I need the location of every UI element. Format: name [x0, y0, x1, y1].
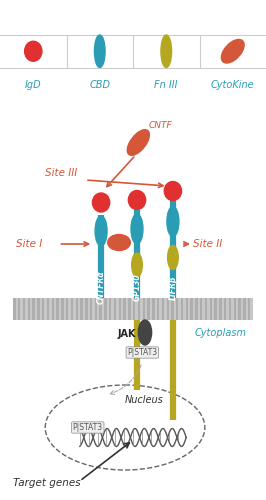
Bar	[162, 298, 164, 320]
Ellipse shape	[132, 253, 142, 277]
Bar	[52, 298, 54, 320]
Bar	[85, 298, 88, 320]
Bar	[219, 298, 222, 320]
Bar	[28, 298, 30, 320]
Text: Cytoplasm: Cytoplasm	[194, 328, 246, 338]
Bar	[224, 298, 226, 320]
Bar	[214, 298, 217, 320]
Bar	[195, 298, 198, 320]
Bar	[171, 298, 174, 320]
Text: Nucleus: Nucleus	[124, 395, 163, 405]
Text: Site II: Site II	[193, 239, 222, 249]
Bar	[119, 298, 121, 320]
Text: Target genes: Target genes	[13, 478, 81, 488]
Bar	[157, 298, 159, 320]
Text: CBD: CBD	[89, 80, 110, 90]
Bar	[186, 298, 188, 320]
Bar	[133, 298, 135, 320]
Bar	[23, 298, 25, 320]
Text: JAK: JAK	[118, 329, 136, 339]
Ellipse shape	[131, 214, 143, 244]
Ellipse shape	[93, 193, 110, 212]
Bar	[32, 298, 35, 320]
Bar	[190, 298, 193, 320]
Bar	[99, 298, 102, 320]
Ellipse shape	[164, 182, 181, 201]
Text: IgD: IgD	[25, 80, 41, 90]
Ellipse shape	[127, 130, 149, 156]
Bar	[61, 298, 64, 320]
Text: P|STAT3: P|STAT3	[73, 423, 103, 432]
Bar	[109, 298, 111, 320]
Bar	[76, 298, 78, 320]
Text: P|STAT3: P|STAT3	[127, 348, 157, 357]
Bar	[147, 298, 150, 320]
Bar	[104, 298, 107, 320]
Bar	[90, 298, 92, 320]
Bar	[13, 298, 253, 320]
Bar	[95, 298, 97, 320]
Bar	[248, 298, 250, 320]
Bar	[13, 298, 16, 320]
Bar	[80, 298, 83, 320]
Bar	[123, 298, 126, 320]
Bar	[37, 298, 40, 320]
Ellipse shape	[167, 206, 179, 236]
Text: Site I: Site I	[16, 239, 42, 249]
Text: CytoKine: CytoKine	[211, 80, 255, 90]
Ellipse shape	[161, 35, 172, 68]
Bar	[176, 298, 178, 320]
Ellipse shape	[221, 40, 244, 63]
Ellipse shape	[128, 190, 146, 210]
Bar	[138, 298, 140, 320]
Ellipse shape	[94, 35, 105, 68]
Circle shape	[138, 320, 152, 345]
Bar	[167, 298, 169, 320]
Bar	[71, 298, 73, 320]
Text: LIFRβ: LIFRβ	[168, 276, 177, 299]
Bar	[18, 298, 20, 320]
Text: CNTFRα: CNTFRα	[97, 270, 106, 304]
Text: GP130: GP130	[132, 274, 142, 301]
Bar	[143, 298, 145, 320]
Text: Site III: Site III	[45, 168, 77, 177]
Ellipse shape	[95, 216, 107, 246]
Bar	[128, 298, 131, 320]
Ellipse shape	[168, 246, 178, 270]
Bar	[205, 298, 207, 320]
Text: CNTF: CNTF	[149, 121, 173, 130]
Ellipse shape	[24, 42, 42, 61]
Bar	[229, 298, 231, 320]
Bar	[42, 298, 44, 320]
Bar	[234, 298, 236, 320]
Bar	[210, 298, 212, 320]
Bar	[47, 298, 49, 320]
Bar	[200, 298, 202, 320]
Bar	[181, 298, 183, 320]
Ellipse shape	[108, 234, 130, 250]
Bar	[238, 298, 241, 320]
Bar	[243, 298, 246, 320]
Bar	[56, 298, 59, 320]
Bar	[152, 298, 155, 320]
Bar	[114, 298, 116, 320]
Text: Fn III: Fn III	[155, 80, 178, 90]
Bar	[66, 298, 68, 320]
